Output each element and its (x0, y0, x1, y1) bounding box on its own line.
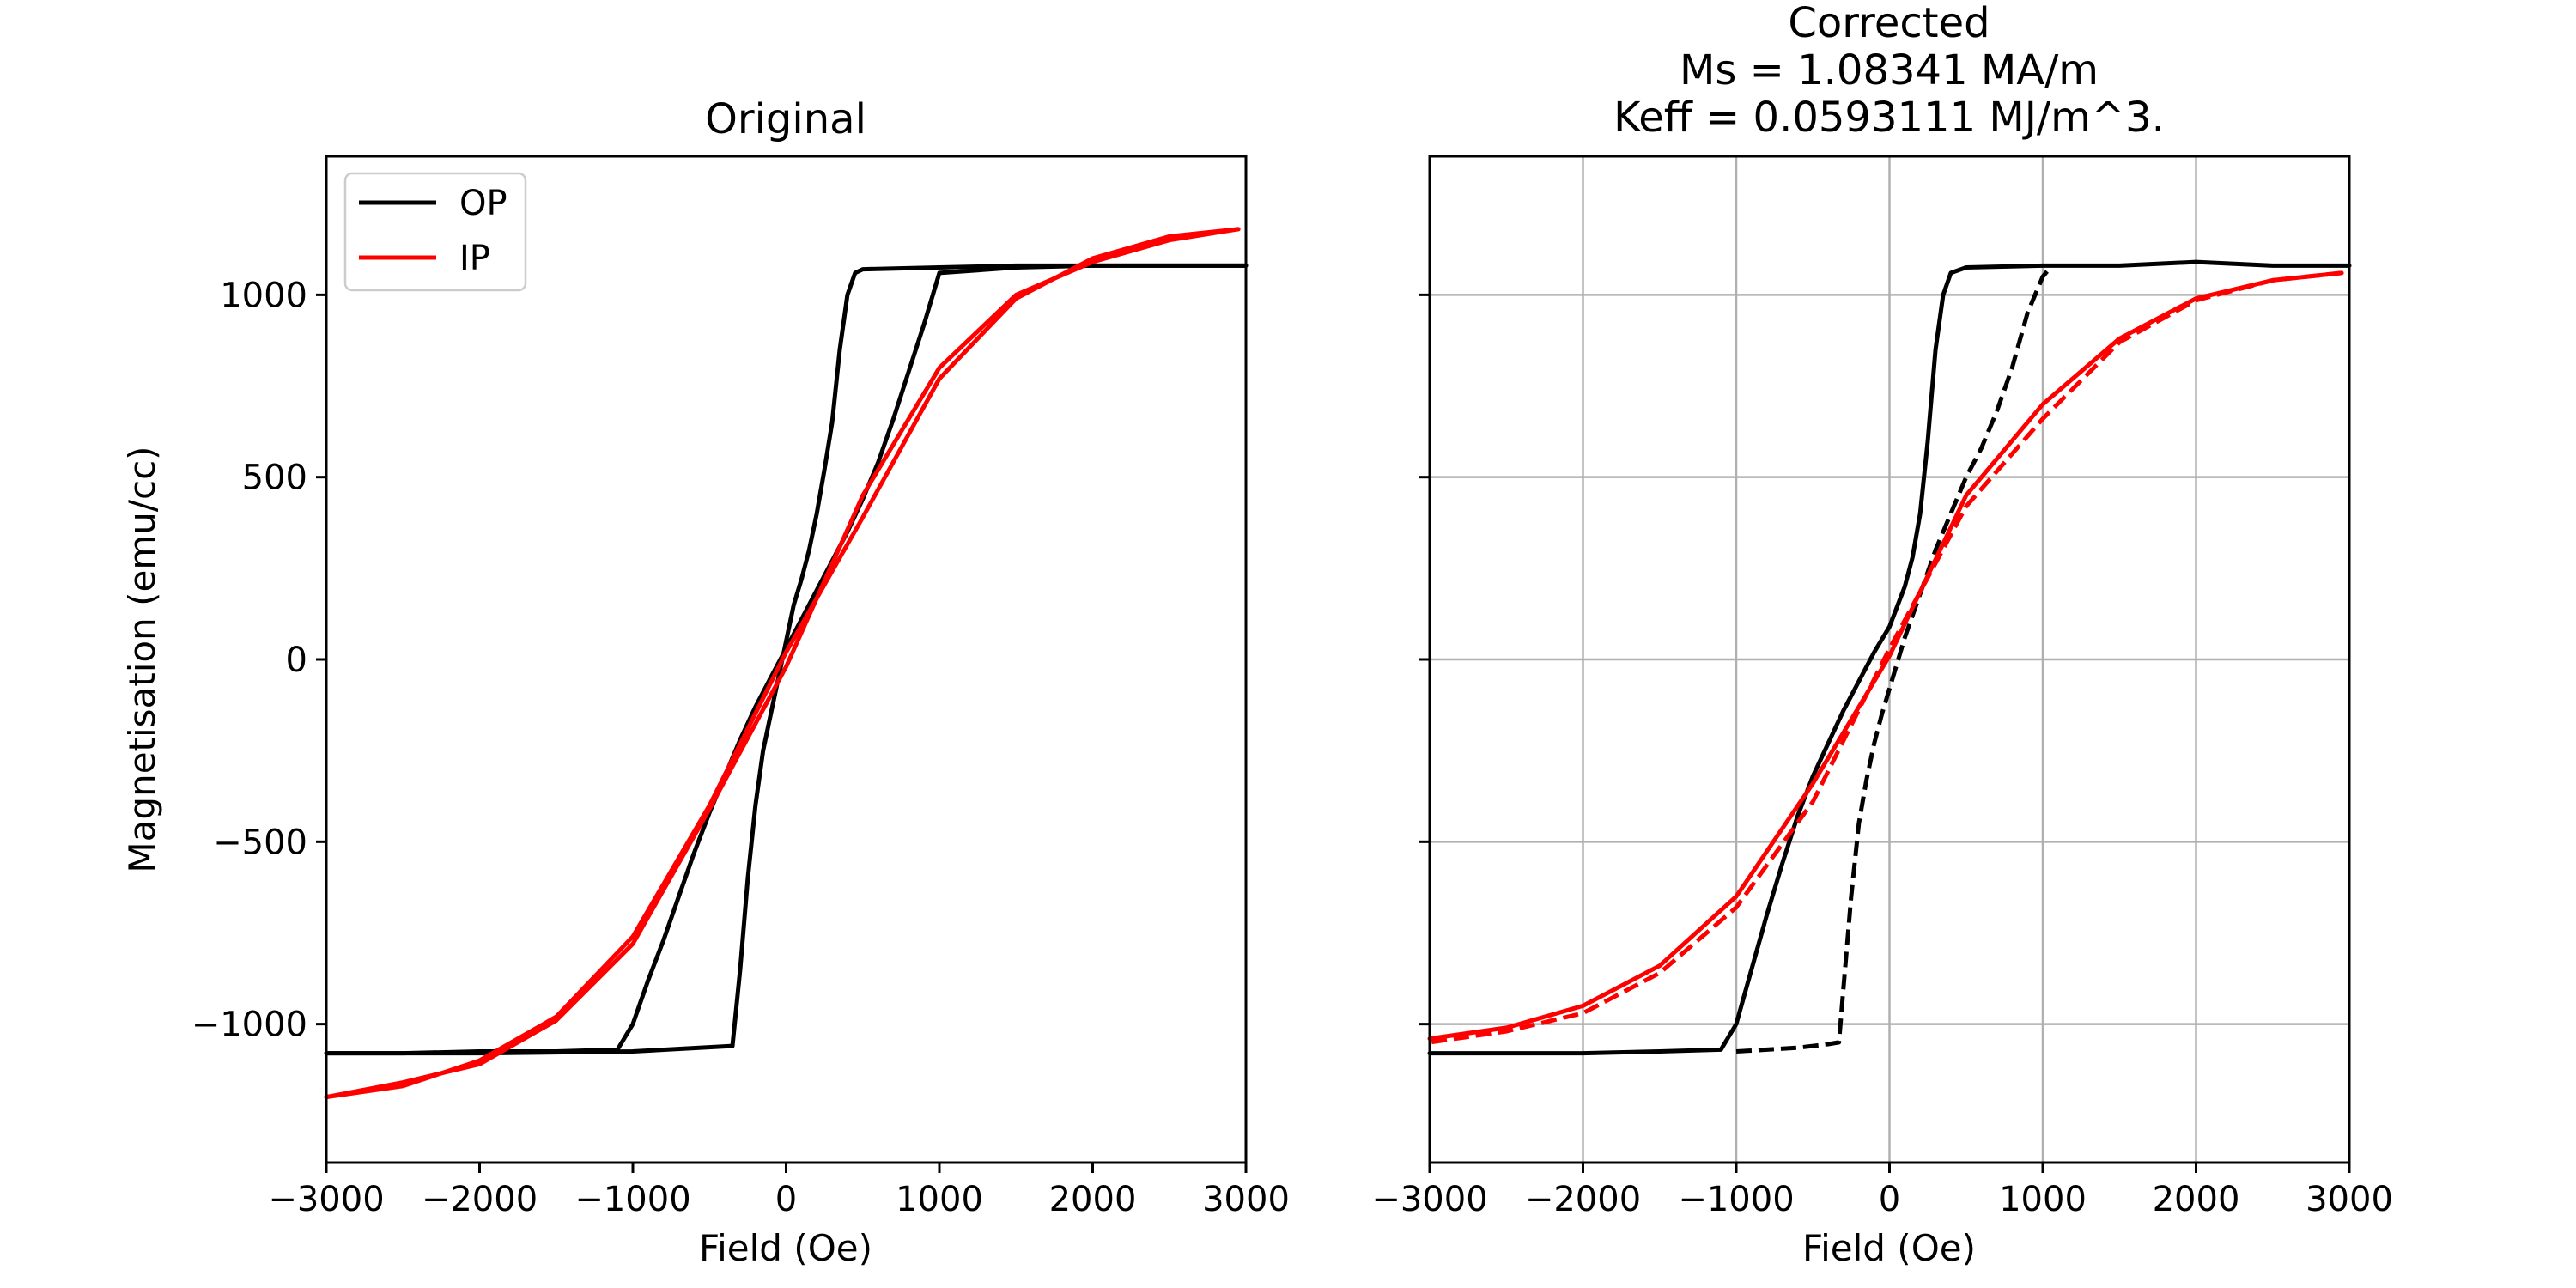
x-tick-label: 2000 (2153, 1180, 2240, 1219)
x-tick-label: −2000 (422, 1180, 538, 1219)
y-tick-label: 1000 (220, 276, 307, 315)
ticks-original: −3000 −2000 −1000 0 1000 2000 3000 −1000 −500 0 50… (191, 276, 1290, 1219)
y-axis-label: Magnetisation (emu/cc) (121, 446, 163, 872)
y-tick-label: 500 (242, 459, 307, 498)
legend: OP IP (343, 172, 527, 292)
x-tick-label: 3000 (2306, 1180, 2393, 1219)
x-tick-label: −3000 (268, 1180, 384, 1219)
series-line-ip (324, 227, 1241, 1100)
series-line-op (1427, 259, 2352, 1056)
series-line-op (324, 263, 1249, 1056)
x-axis-label-original: Field (Oe) (699, 1227, 872, 1269)
x-tick-label: −1000 (574, 1180, 690, 1219)
series-line-ip-dashed (1429, 270, 2342, 1045)
x-tick-label: −3000 (1371, 1180, 1487, 1219)
series-layer-original (324, 227, 1249, 1100)
panel-title-line: Corrected (1788, 0, 1990, 47)
panel-title-line: Keff = 0.0593111 MJ/m^3. (1613, 94, 2165, 142)
legend-label-op: OP (459, 184, 507, 223)
series-line-ip (324, 227, 1241, 1100)
y-tick-label: −500 (213, 823, 307, 862)
x-tick-label: 0 (775, 1180, 797, 1219)
y-tick-label: 0 (286, 641, 307, 680)
series-layer-corrected (1427, 259, 2352, 1056)
panel-title-original: Original (705, 95, 866, 143)
panel-original: −3000 −2000 −1000 0 1000 2000 3000 −1000 −500 0 50… (121, 95, 1290, 1269)
x-tick-label: 1000 (896, 1180, 983, 1219)
x-tick-label: 1000 (1999, 1180, 2087, 1219)
legend-label-ip: IP (459, 239, 490, 278)
panel-title-corrected: Corrected Ms = 1.08341 MA/m Keff = 0.05931… (1613, 0, 2165, 142)
x-axis-label-corrected: Field (Oe) (1802, 1227, 1976, 1269)
x-tick-label: −1000 (1678, 1180, 1794, 1219)
x-tick-label: −2000 (1525, 1180, 1641, 1219)
x-tick-label: 2000 (1049, 1180, 1137, 1219)
series-line-op-dashed (1735, 265, 2052, 1054)
x-tick-label: 3000 (1202, 1180, 1290, 1219)
panel-corrected: −3000 −2000 −1000 0 1000 2000 3000 Corrected Ms… (1371, 0, 2393, 1269)
panel-title-line: Ms = 1.08341 MA/m (1680, 46, 2099, 94)
y-tick-label: −1000 (191, 1005, 307, 1045)
x-tick-label: 0 (1879, 1180, 1900, 1219)
ticks-corrected: −3000 −2000 −1000 0 1000 2000 3000 (1371, 293, 2393, 1219)
